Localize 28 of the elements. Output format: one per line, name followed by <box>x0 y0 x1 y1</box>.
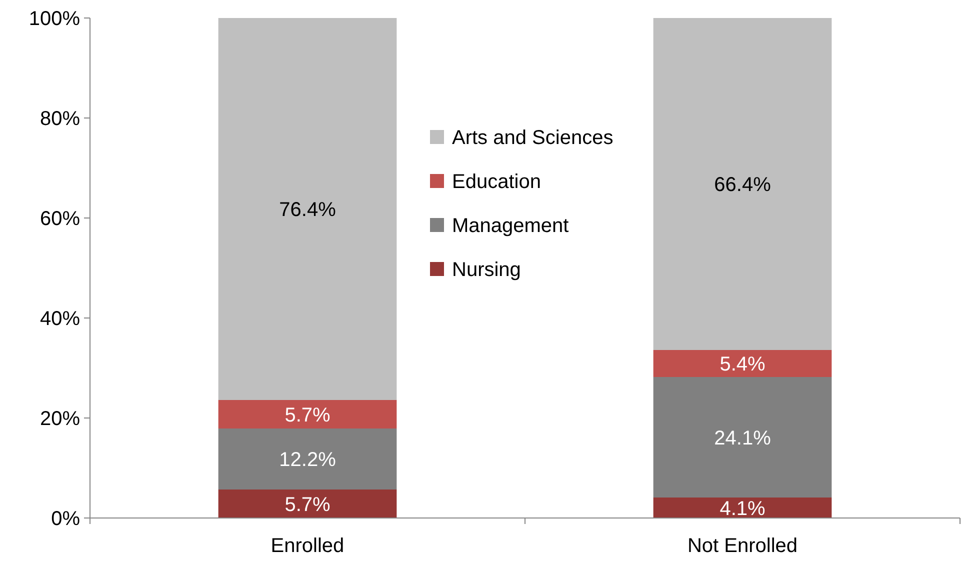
bar <box>218 18 397 400</box>
data-label: 76.4% <box>279 199 336 221</box>
y-tick-label: 40% <box>40 308 80 330</box>
x-tick-label: Not Enrolled <box>687 535 798 557</box>
y-tick-label: 60% <box>40 208 80 230</box>
data-label: 66.4% <box>714 174 772 196</box>
y-tick-label: 100% <box>28 8 80 30</box>
y-tick-label: 20% <box>40 408 80 430</box>
legend-label: Arts and Sciences <box>452 127 614 149</box>
bar <box>653 498 832 518</box>
y-tick-label: 0% <box>51 508 80 530</box>
x-tick-label: Enrolled <box>270 535 344 557</box>
data-label: 5.7% <box>284 404 331 426</box>
bar <box>218 400 397 428</box>
data-label: 12.2% <box>279 449 336 471</box>
legend-label: Management <box>452 215 570 237</box>
legend-label: Education <box>452 171 541 193</box>
data-label: 4.1% <box>720 498 766 520</box>
data-label: 5.7% <box>284 494 331 516</box>
bar <box>218 428 397 490</box>
y-tick-label: 80% <box>40 108 80 130</box>
bar <box>653 350 832 377</box>
data-label: 24.1% <box>714 427 772 450</box>
bar <box>653 377 832 498</box>
legend-label: Nursing <box>452 259 521 281</box>
bar <box>653 18 832 350</box>
bar <box>218 490 397 518</box>
data-label: 5.4% <box>720 354 766 376</box>
